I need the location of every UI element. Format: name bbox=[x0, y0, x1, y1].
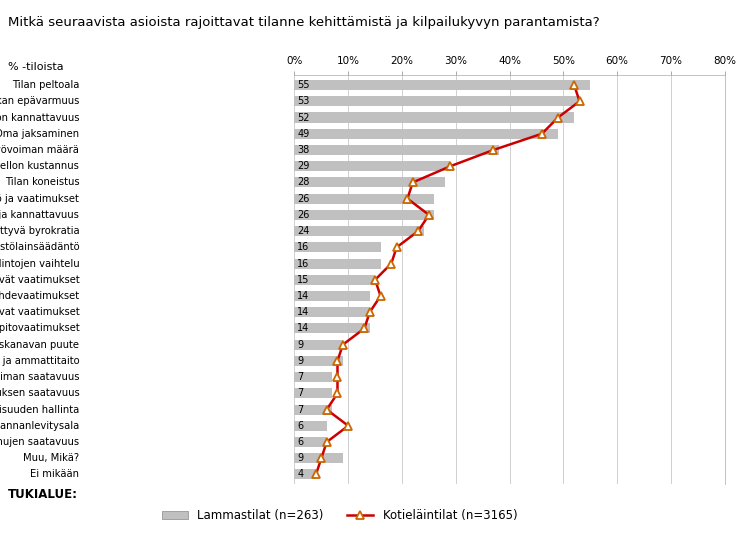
Text: Markkinointi-/jalostuskanavan puute: Markkinointi-/jalostuskanavan puute bbox=[0, 339, 79, 350]
Text: 29: 29 bbox=[297, 161, 310, 171]
Bar bbox=[294, 112, 575, 123]
Bar bbox=[294, 470, 316, 479]
Bar bbox=[294, 210, 434, 220]
Bar bbox=[294, 421, 327, 431]
Text: 52: 52 bbox=[297, 112, 310, 123]
Text: Tilan lannanlevitysala: Tilan lannanlevitysala bbox=[0, 421, 79, 431]
Text: % -tiloista: % -tiloista bbox=[8, 62, 63, 72]
Bar bbox=[294, 242, 381, 252]
Bar bbox=[294, 226, 424, 236]
Bar bbox=[294, 372, 332, 382]
Text: Mitkä seuraavista asioista rajoittavat tilanne kehittämistä ja kilpailukyvyn par: Mitkä seuraavista asioista rajoittavat t… bbox=[8, 16, 599, 29]
Bar bbox=[294, 145, 499, 155]
Bar bbox=[294, 453, 343, 463]
Bar bbox=[294, 307, 370, 317]
Bar bbox=[294, 388, 332, 398]
Text: Kirjanpitovaatimukset: Kirjanpitovaatimukset bbox=[0, 323, 79, 334]
Bar bbox=[294, 161, 451, 171]
Bar bbox=[294, 405, 332, 415]
Bar bbox=[294, 275, 375, 285]
Text: 7: 7 bbox=[297, 372, 304, 382]
Text: 24: 24 bbox=[297, 226, 310, 236]
Text: Elintarvikelainsääntö ja vaatimukset: Elintarvikelainsääntö ja vaatimukset bbox=[0, 194, 79, 204]
Text: Ympäristölainsäädäntö: Ympäristölainsäädäntö bbox=[0, 242, 79, 252]
Text: 9: 9 bbox=[297, 453, 304, 463]
Bar bbox=[294, 96, 580, 107]
Bar bbox=[294, 339, 343, 350]
Text: Investoinnin riski ja kannattavuus: Investoinnin riski ja kannattavuus bbox=[0, 210, 79, 220]
Text: 14: 14 bbox=[297, 323, 310, 334]
Text: Rehujen saatavuus: Rehujen saatavuus bbox=[0, 437, 79, 447]
Text: Tilan koneistus: Tilan koneistus bbox=[5, 178, 79, 187]
Text: Tilakokonaisuuden hallinta: Tilakokonaisuuden hallinta bbox=[0, 405, 79, 415]
Text: Tuki-/lupahakuun liittyvä byrokratia: Tuki-/lupahakuun liittyvä byrokratia bbox=[0, 226, 79, 236]
Text: Oma jaksaminen: Oma jaksaminen bbox=[0, 129, 79, 139]
Text: TUKIALUE:: TUKIALUE: bbox=[8, 487, 78, 501]
Text: Oma osaaminen ja ammattitaito: Oma osaaminen ja ammattitaito bbox=[0, 356, 79, 366]
Bar bbox=[294, 258, 381, 268]
Text: Tuotannon kannattavuus: Tuotannon kannattavuus bbox=[0, 112, 79, 123]
Text: 53: 53 bbox=[297, 96, 310, 107]
Text: 4: 4 bbox=[297, 470, 304, 479]
Text: Ammattitaitoisen työvoiman saatavuus: Ammattitaitoisen työvoiman saatavuus bbox=[0, 372, 79, 382]
Text: 28: 28 bbox=[297, 178, 310, 187]
Text: Eläinten pidolle asetettavat olosuhdevaatimukset: Eläinten pidolle asetettavat olosuhdevaa… bbox=[0, 291, 79, 301]
Text: 14: 14 bbox=[297, 307, 310, 317]
Legend: Lammastilat (n=263), Kotieläintilat (n=3165): Lammastilat (n=263), Kotieläintilat (n=3… bbox=[157, 504, 522, 527]
Text: 15: 15 bbox=[297, 275, 310, 285]
Text: Muu, Mikä?: Muu, Mikä? bbox=[23, 453, 79, 463]
Text: 16: 16 bbox=[297, 259, 310, 268]
Text: 6: 6 bbox=[297, 437, 304, 447]
Bar bbox=[294, 194, 434, 204]
Text: Ei mikään: Ei mikään bbox=[30, 470, 79, 479]
Text: Oman työvoiman määrä: Oman työvoiman määrä bbox=[0, 145, 79, 155]
Bar bbox=[294, 437, 327, 447]
Text: 9: 9 bbox=[297, 339, 304, 350]
Text: 14: 14 bbox=[297, 291, 310, 301]
Bar bbox=[294, 129, 558, 139]
Text: 55: 55 bbox=[297, 80, 310, 90]
Bar bbox=[294, 356, 343, 366]
Bar bbox=[294, 323, 370, 334]
Text: Tilan peltoala: Tilan peltoala bbox=[12, 80, 79, 90]
Text: 49: 49 bbox=[297, 129, 310, 139]
Text: 6: 6 bbox=[297, 421, 304, 431]
Text: 9: 9 bbox=[297, 356, 304, 366]
Text: 7: 7 bbox=[297, 405, 304, 415]
Text: Lainarahoituksen saatavuus: Lainarahoituksen saatavuus bbox=[0, 388, 79, 398]
Bar bbox=[294, 178, 445, 187]
Text: Hintojen vaihtelu: Hintojen vaihtelu bbox=[0, 259, 79, 268]
Text: Lisäpellon kustannus: Lisäpellon kustannus bbox=[0, 161, 79, 171]
Text: Investointitukiin liittyvät vaatimukset: Investointitukiin liittyvät vaatimukset bbox=[0, 275, 79, 285]
Text: 26: 26 bbox=[297, 194, 310, 204]
Text: 16: 16 bbox=[297, 242, 310, 252]
Text: 38: 38 bbox=[297, 145, 310, 155]
Text: Maatalouspolitiikan epävarmuus: Maatalouspolitiikan epävarmuus bbox=[0, 96, 79, 107]
Text: 26: 26 bbox=[297, 210, 310, 220]
Text: Rakentamiselle asetettavat vaatimukset: Rakentamiselle asetettavat vaatimukset bbox=[0, 307, 79, 317]
Bar bbox=[294, 80, 590, 90]
Bar bbox=[294, 291, 370, 301]
Text: 7: 7 bbox=[297, 388, 304, 398]
